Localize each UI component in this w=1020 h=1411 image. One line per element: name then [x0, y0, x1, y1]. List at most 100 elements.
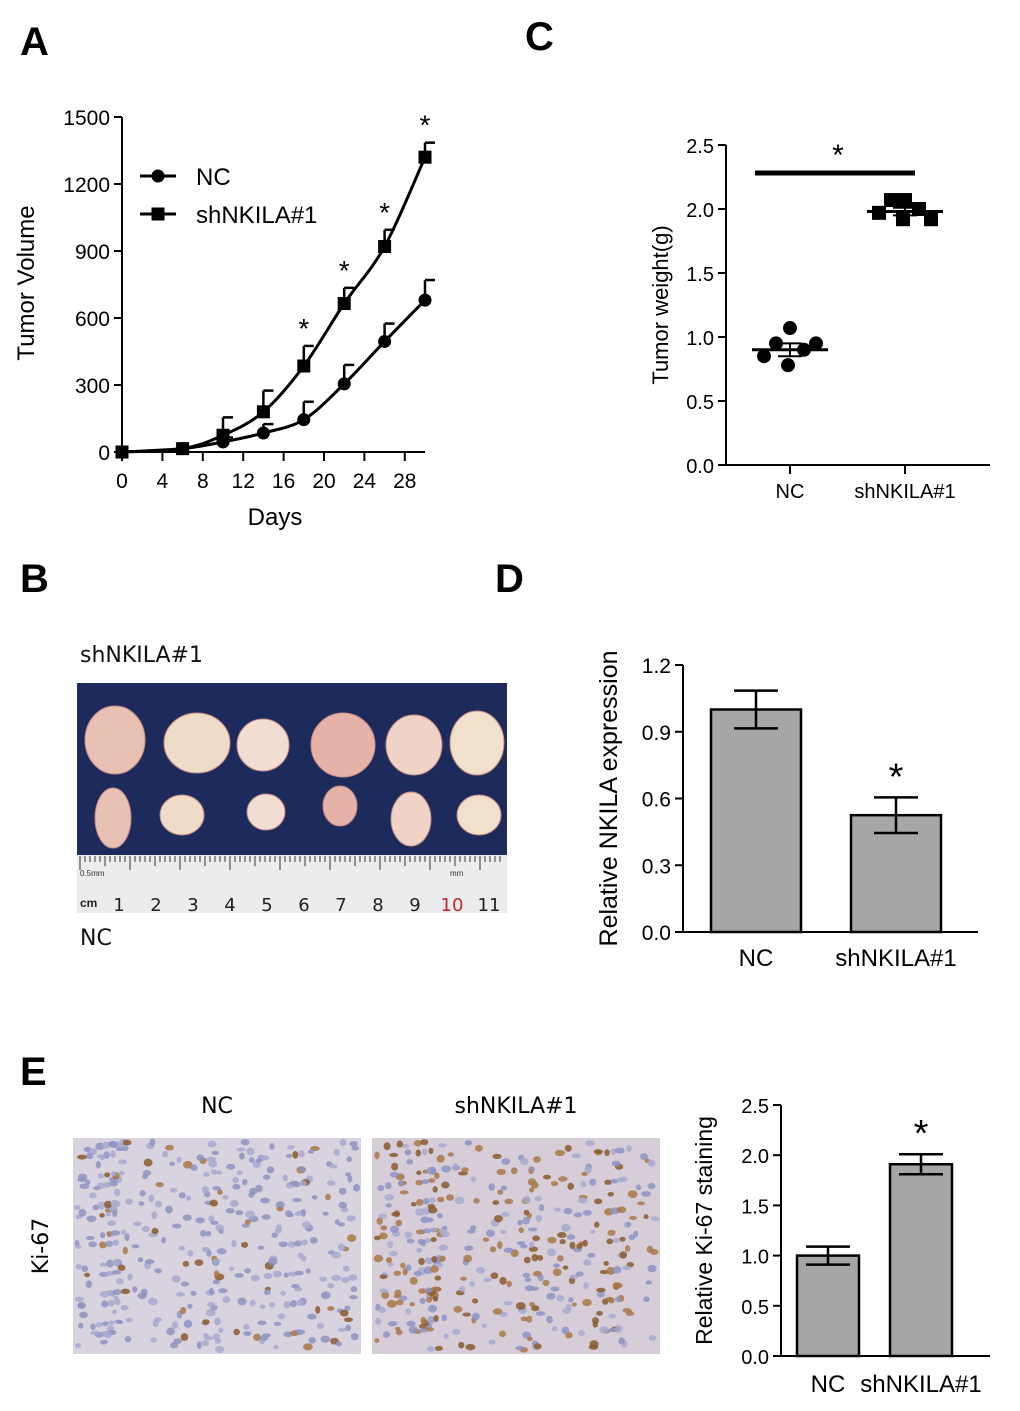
ruler-number: 11 — [478, 895, 501, 916]
ihc-nucleus — [283, 1300, 291, 1309]
ihc-nucleus — [422, 1198, 430, 1205]
ihc-nucleus — [583, 1282, 589, 1290]
ihc-nucleus — [292, 1150, 299, 1159]
ihc-nucleus — [272, 1270, 282, 1278]
ihc-nucleus — [118, 1159, 128, 1165]
ihc-nucleus — [255, 1158, 262, 1163]
ihc-nucleus — [124, 1198, 133, 1205]
ihc-nucleus — [589, 1178, 597, 1186]
ihc-nucleus — [428, 1227, 438, 1232]
ihc-nucleus — [237, 1297, 247, 1306]
ihc-nucleus — [500, 1185, 508, 1191]
ihc-nucleus — [488, 1183, 495, 1191]
ihc-nucleus — [621, 1265, 632, 1271]
d-y-tick-label: 0.3 — [642, 855, 671, 878]
ihc-nucleus — [212, 1279, 220, 1285]
ihc-nucleus — [114, 1298, 121, 1306]
c-y-tick-label: 1.0 — [686, 328, 714, 350]
ihc-nucleus — [217, 1189, 223, 1196]
ihc-nucleus — [277, 1313, 286, 1320]
ihc-nucleus — [311, 1194, 318, 1200]
ihc-nucleus — [377, 1185, 385, 1192]
ihc-nucleus — [101, 1321, 109, 1327]
ihc-nucleus — [142, 1169, 152, 1176]
ihc-nucleus — [515, 1345, 525, 1351]
ihc-nucleus — [464, 1245, 474, 1251]
ihc-nucleus — [553, 1207, 561, 1212]
ihc-nucleus — [617, 1177, 625, 1183]
ihc-nucleus — [347, 1175, 353, 1183]
ihc-nucleus — [550, 1286, 560, 1292]
ihc-nucleus — [85, 1179, 91, 1185]
ihc-nucleus — [608, 1327, 617, 1333]
ihc-nucleus — [202, 1319, 210, 1325]
ihc-nucleus — [261, 1214, 271, 1220]
ihc-nucleus — [345, 1324, 352, 1332]
ihc-nucleus — [565, 1303, 572, 1312]
ihc-nucleus — [606, 1238, 614, 1245]
ihc-nucleus — [557, 1232, 567, 1238]
ihc-nucleus — [307, 1149, 315, 1154]
ihc-nucleus — [103, 1181, 112, 1188]
panel-letter-b: B — [20, 557, 49, 601]
ihc-nucleus — [78, 1208, 87, 1217]
ihc-nucleus — [383, 1142, 391, 1151]
a-legend-label: NC — [196, 164, 231, 191]
ihc-nucleus — [561, 1223, 571, 1232]
tumor-specimen — [310, 712, 376, 778]
ihc-nucleus — [453, 1306, 463, 1313]
c-point-shnkila — [912, 202, 926, 216]
tumor-specimen — [163, 712, 231, 774]
ihc-nucleus — [154, 1268, 162, 1274]
ihc-nucleus — [614, 1147, 625, 1154]
ihc-nucleus — [180, 1333, 189, 1341]
ihc-nucleus — [120, 1288, 131, 1295]
e-y-tick-label: 2.0 — [741, 1146, 769, 1168]
ihc-nucleus — [406, 1238, 415, 1244]
ihc-nucleus — [469, 1281, 476, 1287]
ihc-nucleus — [626, 1145, 632, 1153]
ihc-nucleus — [117, 1264, 126, 1271]
ihc-nucleus — [154, 1200, 163, 1208]
ihc-nucleus — [305, 1268, 311, 1274]
ihc-nucleus — [410, 1202, 417, 1207]
a-y-label: Tumor Volume — [13, 205, 40, 360]
ihc-nucleus — [568, 1297, 574, 1303]
ihc-nucleus — [144, 1259, 155, 1265]
ihc-nucleus — [434, 1172, 440, 1180]
a-point-nc — [418, 293, 432, 307]
c-y-tick-label: 2.0 — [686, 200, 714, 222]
a-x-label: Days — [248, 504, 303, 531]
d-x-tick-label: shNKILA#1 — [835, 945, 956, 972]
ihc-nucleus — [203, 1336, 214, 1341]
ihc-nucleus — [120, 1229, 127, 1235]
ihc-nucleus — [575, 1271, 584, 1277]
ihc-nucleus — [233, 1328, 240, 1336]
ihc-nucleus — [331, 1274, 342, 1281]
ihc-nucleus — [173, 1338, 182, 1345]
ihc-nucleus — [107, 1220, 117, 1227]
ihc-nucleus — [387, 1262, 394, 1267]
ihc-nucleus — [622, 1307, 632, 1313]
ihc-nucleus — [452, 1162, 459, 1171]
tumor-specimens — [84, 705, 505, 849]
ihc-nucleus — [503, 1301, 513, 1306]
ihc-nucleus — [259, 1155, 270, 1161]
ihc-nucleus — [200, 1229, 207, 1237]
ihc-nucleus — [106, 1259, 114, 1268]
c-point-nc — [781, 358, 795, 373]
ihc-nucleus — [458, 1341, 465, 1349]
tumor-specimen — [390, 791, 432, 847]
ihc-nucleus — [515, 1302, 526, 1310]
ihc-nucleus — [303, 1343, 313, 1351]
ihc-nucleus — [607, 1191, 614, 1197]
ihc-nucleus — [350, 1286, 358, 1293]
ihc-nucleus — [105, 1240, 114, 1248]
ihc-nucleus — [499, 1276, 507, 1285]
ihc-nucleus — [319, 1276, 328, 1282]
ihc-nucleus — [209, 1199, 218, 1207]
ihc-nucleus — [647, 1159, 656, 1167]
ihc-nucleus — [345, 1172, 352, 1177]
ihc-nucleus — [99, 1154, 105, 1161]
ihc-nucleus — [225, 1208, 235, 1214]
